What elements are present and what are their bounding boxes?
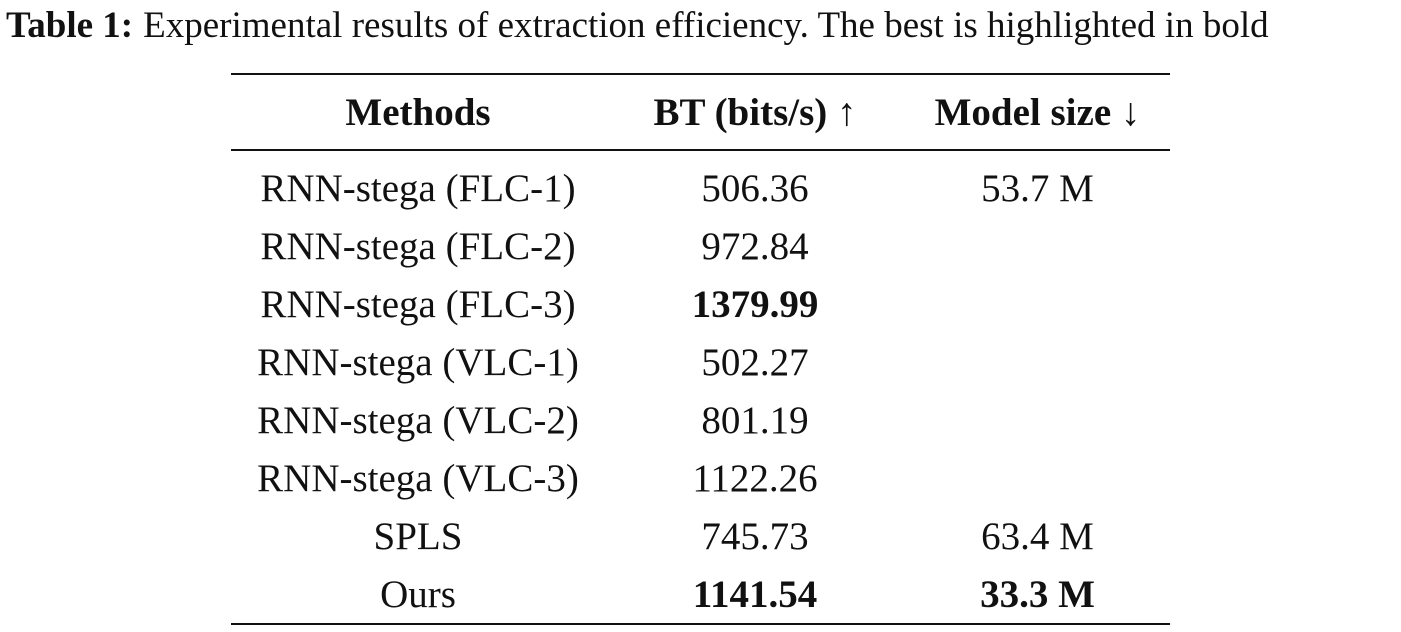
caption-text: Experimental results of extraction effic…	[143, 5, 1269, 46]
table-row: RNN-stega (VLC-2) 801.19	[231, 391, 1170, 449]
cell-model-size	[905, 449, 1170, 507]
header-bt: BT (bits/s) ↑	[653, 90, 857, 134]
table-row: RNN-stega (VLC-3) 1122.26	[231, 449, 1170, 507]
caption-label: Table 1:	[6, 5, 134, 46]
cell-model-size	[905, 217, 1170, 275]
table-header-row: Methods BT (bits/s) ↑ Model size ↓	[231, 74, 1170, 150]
cell-model-size-best: 33.3 M	[980, 572, 1095, 616]
cell-model-size	[905, 333, 1170, 391]
table-row: RNN-stega (FLC-3) 1379.99	[231, 275, 1170, 333]
cell-bt-best: 1379.99	[691, 282, 819, 326]
header-model-size: Model size ↓	[934, 90, 1141, 134]
cell-bt: 801.19	[701, 398, 809, 442]
cell-bt: 972.84	[701, 224, 809, 268]
cell-model-size	[905, 275, 1170, 333]
cell-method: RNN-stega (VLC-1)	[257, 340, 579, 384]
cell-method: SPLS	[373, 514, 463, 558]
cell-method: RNN-stega (FLC-3)	[260, 282, 576, 326]
cell-method: RNN-stega (VLC-3)	[257, 456, 579, 500]
results-table: Methods BT (bits/s) ↑ Model size ↓ RNN-s…	[231, 73, 1170, 625]
table-row: RNN-stega (VLC-1) 502.27	[231, 333, 1170, 391]
header-methods: Methods	[345, 90, 491, 134]
cell-method: RNN-stega (VLC-2)	[257, 398, 579, 442]
cell-model-size: 53.7 M	[981, 166, 1094, 210]
cell-bt: 1122.26	[692, 456, 818, 500]
table-caption: Table 1: Experimental results of extracti…	[6, 4, 1401, 48]
cell-bt-best: 1141.54	[692, 572, 818, 616]
cell-model-size	[905, 391, 1170, 449]
cell-model-size: 63.4 M	[981, 514, 1094, 558]
table-row: Ours 1141.54 33.3 M	[231, 565, 1170, 624]
table-row: SPLS 745.73 63.4 M	[231, 507, 1170, 565]
cell-bt: 502.27	[701, 340, 809, 384]
cell-method: RNN-stega (FLC-2)	[260, 224, 576, 268]
cell-bt: 745.73	[701, 514, 809, 558]
results-table-container: Methods BT (bits/s) ↑ Model size ↓ RNN-s…	[231, 73, 1170, 625]
cell-method: Ours	[380, 572, 456, 616]
table-row: RNN-stega (FLC-1) 506.36 53.7 M	[231, 150, 1170, 217]
table-row: RNN-stega (FLC-2) 972.84	[231, 217, 1170, 275]
cell-bt: 506.36	[701, 166, 809, 210]
cell-method: RNN-stega (FLC-1)	[260, 166, 576, 210]
